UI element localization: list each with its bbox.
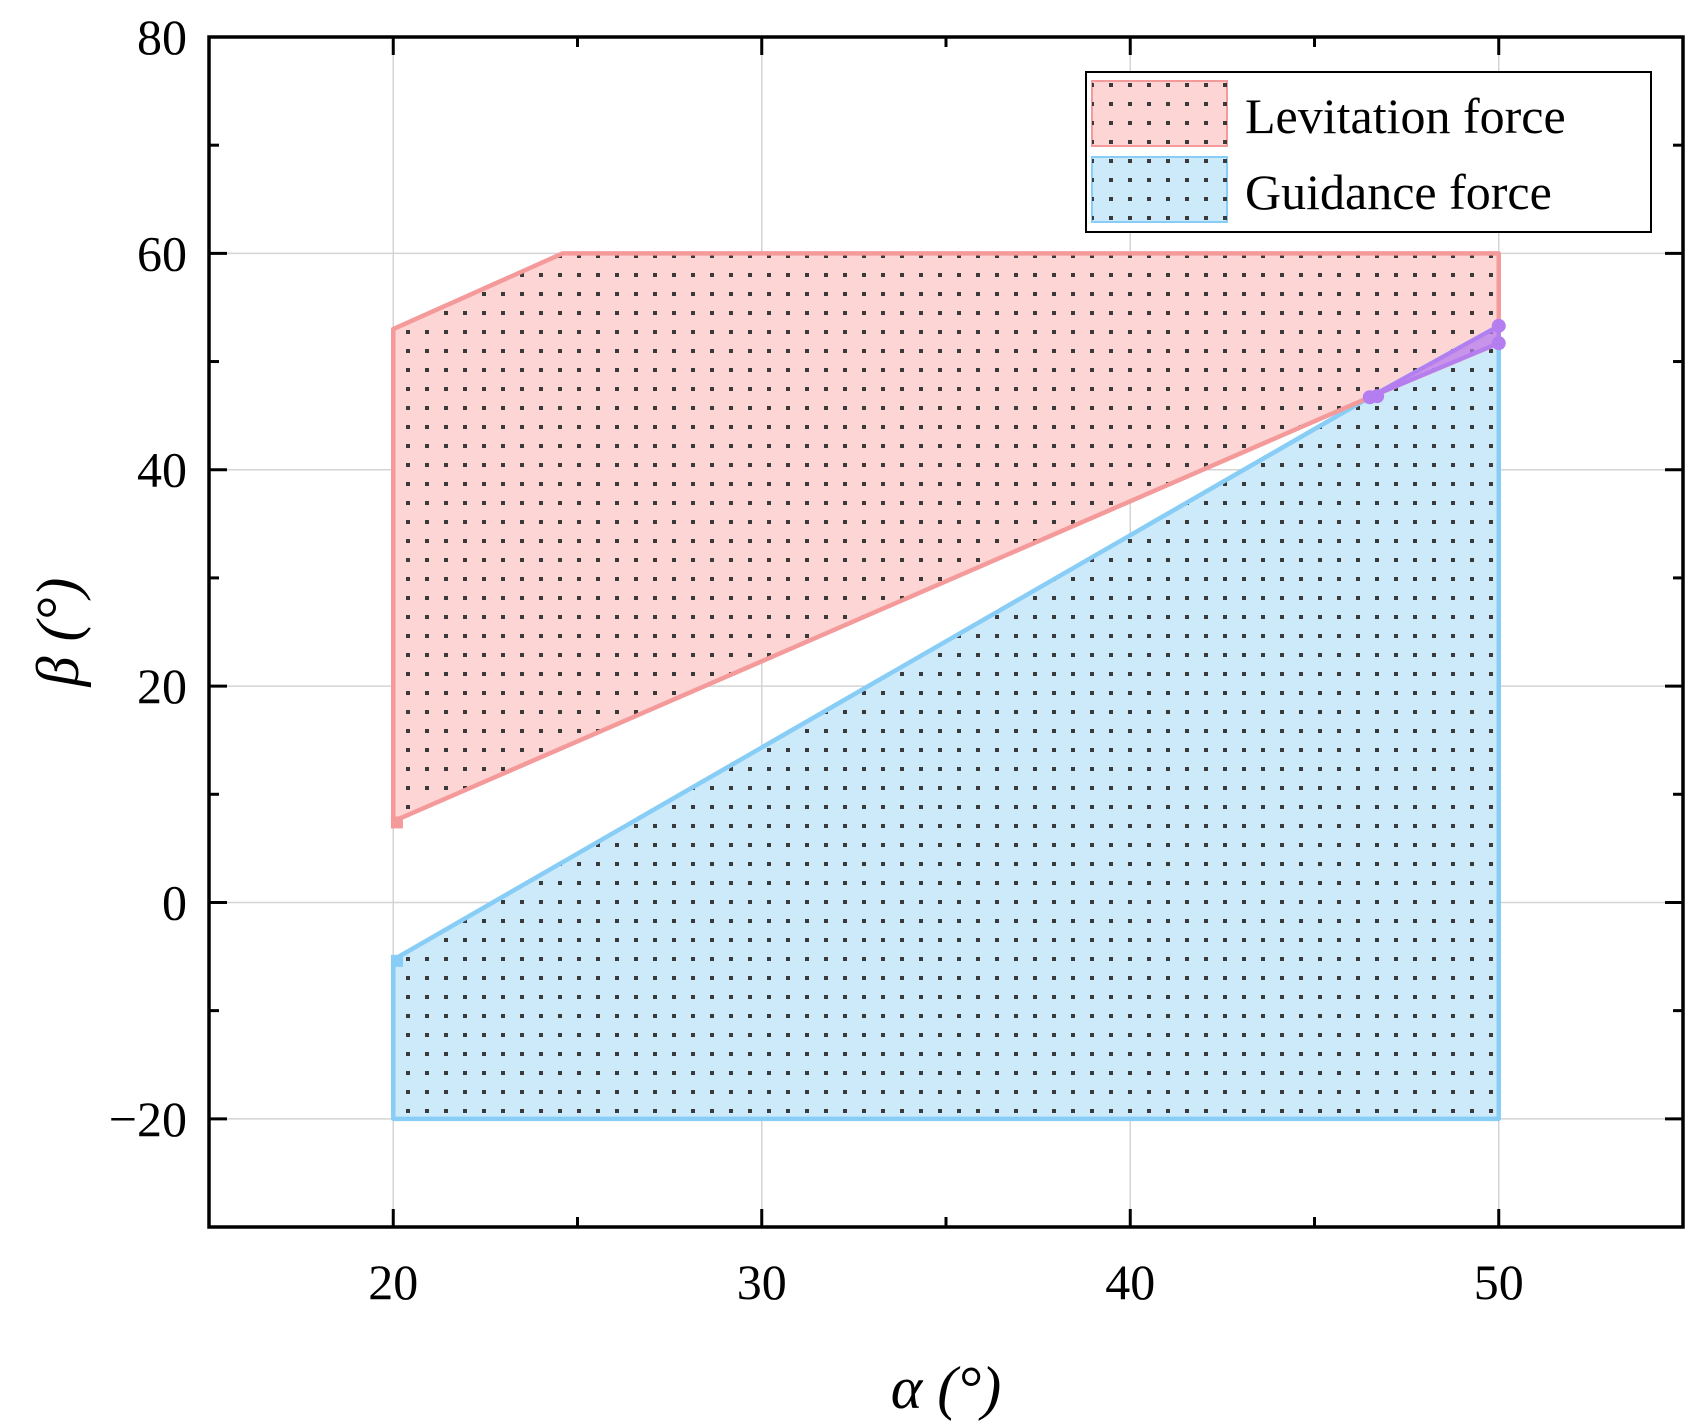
x-axis-label: α (°) (891, 1355, 1001, 1421)
overlap-point (1491, 318, 1506, 333)
legend-swatch-levitation-hatch (1092, 81, 1227, 146)
x-tick-label: 50 (1474, 1254, 1524, 1310)
y-axis-label: β (°) (25, 578, 91, 688)
legend-label-guidance: Guidance force (1245, 164, 1552, 220)
levitation-force-hatch (393, 253, 1499, 822)
overlap-point (1370, 389, 1385, 404)
y-tick-label: 60 (137, 225, 187, 281)
legend: Levitation force Guidance force (1085, 71, 1652, 233)
y-tick-label: 0 (162, 874, 187, 930)
overlap-area (1367, 323, 1501, 400)
overlap-point (1491, 336, 1506, 351)
guidance-force-hatch (393, 325, 1499, 1119)
x-tick-label: 20 (368, 1254, 418, 1310)
legend-swatch-guidance-hatch (1092, 157, 1227, 222)
y-tick-label: 20 (137, 658, 187, 714)
axis-ticks: 20 30 40 50 −20 0 20 40 60 80 (109, 9, 1685, 1310)
legend-label-levitation: Levitation force (1245, 88, 1566, 144)
x-tick-label: 30 (737, 1254, 787, 1310)
series-end-marker (390, 954, 403, 967)
area-series (390, 251, 1501, 1122)
y-tick-label: 80 (137, 9, 187, 65)
y-tick-label: −20 (109, 1091, 187, 1147)
series-end-marker (390, 816, 403, 829)
overlap-region (1362, 318, 1506, 405)
x-tick-label: 40 (1105, 1254, 1155, 1310)
y-tick-label: 40 (137, 442, 187, 498)
